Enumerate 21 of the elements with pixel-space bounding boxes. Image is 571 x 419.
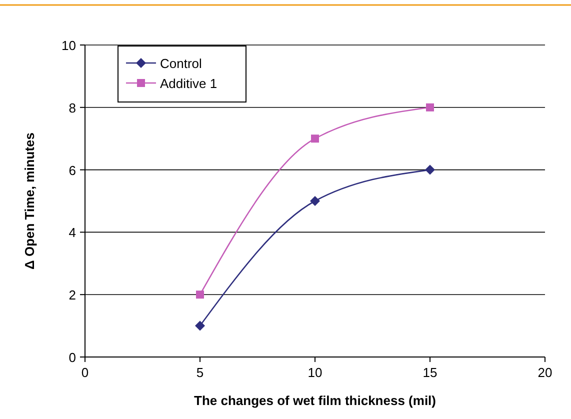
x-axis-title: The changes of wet film thickness (mil): [194, 393, 436, 408]
legend-label: Additive 1: [160, 76, 218, 91]
x-tick-label: 10: [308, 365, 322, 380]
x-tick-label: 0: [81, 365, 89, 380]
y-tick-label: 4: [68, 225, 76, 240]
point: [196, 290, 204, 299]
point: [195, 320, 205, 331]
point: [310, 196, 320, 206]
x-tick-label: 5: [196, 365, 204, 380]
y-tick-label: 8: [68, 100, 76, 116]
x-tick-label: 20: [538, 365, 552, 380]
point: [425, 164, 435, 175]
point: [426, 103, 434, 112]
y-tick-label: 2: [68, 288, 76, 303]
y-axis-title: Δ Open Time, minutes: [22, 132, 37, 270]
x-tick-label: 15: [422, 365, 438, 380]
point: [311, 134, 319, 143]
y-tick-label: 10: [62, 38, 76, 53]
legend-label: Control: [160, 56, 202, 71]
y-tick-label: 6: [68, 162, 76, 178]
y-tick-label: 0: [68, 350, 76, 365]
